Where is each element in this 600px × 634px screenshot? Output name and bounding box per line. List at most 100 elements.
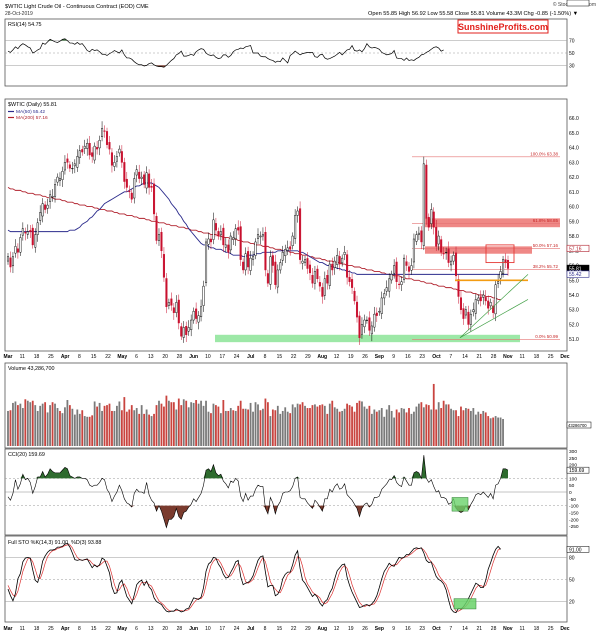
price-tag-label: 57.16: [569, 246, 582, 252]
brand-label: SunshineProfits.com: [458, 22, 548, 32]
price-tick-label: 53.0: [569, 308, 579, 314]
volume-title: Volume 43,286,700: [8, 366, 54, 372]
rsi-tick-label: 70: [569, 39, 575, 45]
rsi-last-label: 54.75: [569, 0, 582, 2]
volume-bar: [348, 405, 351, 446]
candle-body: [180, 326, 183, 337]
candle-body: [388, 278, 391, 292]
volume-bar: [427, 405, 430, 446]
volume-bar: [17, 405, 19, 446]
candle-body: [195, 308, 198, 319]
volume-bar: [442, 400, 445, 446]
candle-body: [214, 223, 217, 231]
cci-last-tag: [566, 466, 590, 474]
x-tick-label: 7: [449, 354, 452, 360]
candle-body: [254, 241, 257, 256]
candle-body: [237, 227, 240, 231]
x-tick-label: 8: [264, 626, 267, 632]
x-tick-label: 14: [462, 354, 468, 360]
candle-body: [412, 238, 415, 263]
candle-body: [71, 168, 74, 170]
volume-bar: [138, 413, 141, 446]
x-tick-label: 16: [405, 354, 411, 360]
candle-body: [138, 171, 141, 179]
volume-bar: [346, 403, 349, 446]
x-tick-label: 16: [405, 626, 411, 632]
x-tick-label: Aug: [317, 354, 327, 360]
volume-bar: [469, 410, 472, 446]
volume-bar: [435, 409, 438, 446]
volume-bar: [445, 404, 448, 446]
volume-bar: [24, 399, 27, 446]
x-tick-label: 28: [491, 354, 497, 360]
candle-body: [479, 296, 482, 302]
volume-bar: [118, 401, 121, 446]
x-tick-label: 20: [162, 626, 168, 632]
sto-tick-label: 20: [569, 600, 575, 606]
x-tick-label: 8: [78, 354, 81, 360]
candle-body: [432, 211, 435, 228]
volume-bar: [9, 410, 12, 446]
fib-label: 38.2% 55.72: [533, 264, 559, 269]
volume-bar: [163, 406, 165, 446]
candle-body: [311, 275, 314, 284]
x-tick-label: 18: [34, 354, 40, 360]
candle-body: [351, 279, 354, 288]
candle-body: [407, 266, 411, 272]
x-tick-label: 24: [234, 626, 240, 632]
volume-bar: [484, 412, 487, 446]
candle-body: [380, 297, 383, 314]
x-tick-label: 8: [264, 354, 267, 360]
candle-body: [464, 309, 467, 316]
x-tick-label: 7: [449, 626, 452, 632]
volume-bar: [378, 410, 381, 446]
volume-bar: [229, 408, 232, 446]
candle-body: [304, 259, 307, 263]
volume-bar: [425, 404, 428, 446]
candle-body: [410, 265, 413, 271]
candle-body: [353, 290, 356, 302]
candle-body: [281, 252, 284, 261]
candle-body: [336, 254, 339, 265]
candle-body: [34, 234, 37, 248]
sto-tick-label: 80: [569, 555, 575, 561]
volume-bar: [202, 405, 205, 446]
rsi-line: [7, 38, 444, 68]
cci-line: [7, 455, 509, 529]
x-tick-label: 26: [362, 626, 368, 632]
volume-bar: [175, 409, 178, 446]
candle-body: [150, 186, 153, 188]
candle-body: [294, 215, 297, 239]
rising-support-line: [459, 274, 529, 338]
volume-bar: [170, 402, 173, 446]
x-tick-label: 18: [534, 354, 540, 360]
volume-bar: [450, 408, 452, 446]
volume-bar: [474, 414, 477, 446]
volume-bar: [249, 402, 252, 446]
x-tick-label: 24: [234, 354, 240, 360]
candle-body: [306, 258, 309, 269]
volume-bar: [323, 405, 326, 446]
candle-body: [66, 158, 69, 163]
x-tick-label: 20: [162, 354, 168, 360]
candle-body: [442, 253, 445, 255]
candle-body: [46, 204, 49, 209]
volume-bar: [88, 416, 91, 446]
volume-bar: [130, 405, 133, 446]
volume-bar: [482, 410, 485, 446]
sto-highlight-box: [453, 598, 477, 610]
cci-tick-label: -100: [569, 504, 579, 510]
candle-body: [452, 254, 455, 262]
candle-body: [363, 319, 366, 328]
volume-bar: [106, 405, 108, 446]
rsi-tick-label: 30: [569, 63, 575, 69]
volume-bar: [331, 400, 334, 446]
candle-body: [148, 173, 151, 188]
candle-body: [331, 263, 334, 271]
volume-last-label: 43286700: [568, 423, 587, 428]
volume-bar: [457, 416, 460, 446]
volume-bar: [66, 400, 69, 446]
volume-bar: [172, 402, 175, 446]
x-tick-label: 19: [348, 354, 354, 360]
